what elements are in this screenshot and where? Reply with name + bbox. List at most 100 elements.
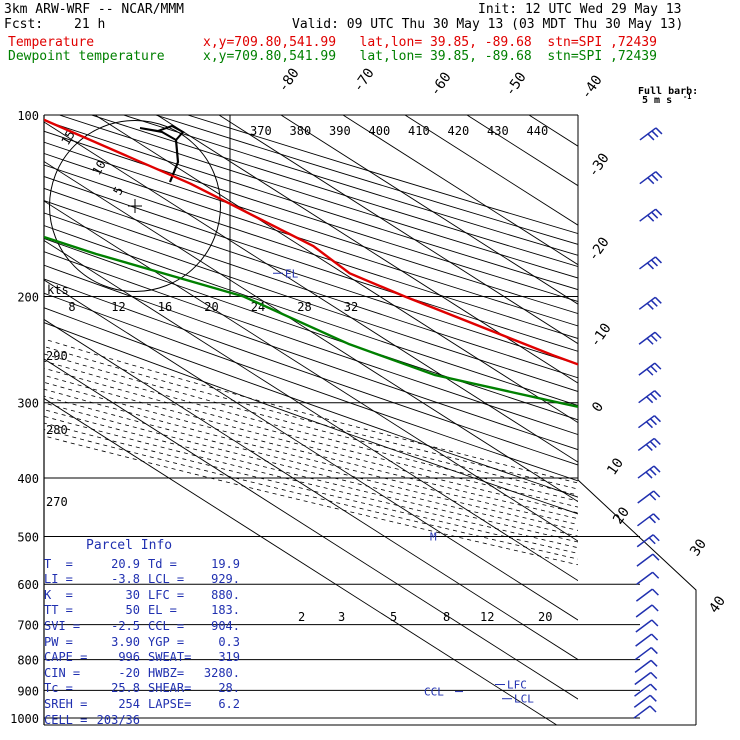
wind-barb-staff [633,705,651,719]
parcel-cell: -2.5 [111,618,140,633]
isotherm-line [44,239,578,582]
isotherm-line [156,115,578,384]
parcel-cell: SVI = [44,618,81,633]
wind-barb-feather [650,365,658,373]
dry-adiabat [44,322,578,515]
parcel-row: CAPE = 996 SWEAT= 319 [44,650,240,666]
parcel-cell: PW = [44,634,73,649]
wind-barb-feather [651,174,659,182]
wind-barb-feather [649,694,657,702]
isotherm-line [44,121,578,463]
wind-barb-feather [650,299,658,307]
barb-legend-line1: Full barb: [638,86,698,97]
parcel-cell: 19.9 [211,556,240,571]
pressure-label: 100 [17,109,39,123]
wind-barb [638,331,662,345]
wind-barb-feather [651,604,659,612]
parcel-row: SVI = -2.5 CCL = 904. [44,619,240,635]
forecast-hour: 21 h [74,17,106,32]
dry-adiabat [44,264,578,451]
parcel-cell: K = [44,587,73,602]
wind-barb-staff [636,553,654,567]
parcel-cell: 904. [211,618,240,633]
isotherm-line [404,115,578,226]
wind-barb-feather [651,619,659,627]
parcel-cell: SWEAT= [148,650,192,665]
wind-barb-staff [634,646,652,661]
wind-barb [634,671,658,686]
wind-barb-feather [653,437,661,445]
series-dewpoint-temperature [44,235,578,409]
wind-barb-feather [655,171,663,179]
parcel-cell: CAPE = [44,650,88,665]
wind-barb-staff [635,619,653,633]
wind-barb [637,490,661,504]
isotherm-line [591,115,740,731]
wind-barb-feather [647,133,655,141]
hodograph-speed-label: 28 [297,300,311,314]
wind-barb [635,633,659,647]
hodograph-speed-label: 20 [204,300,218,314]
isotherm-label: -60 [427,69,455,99]
wind-barb-feather [654,296,662,304]
pressure-label: 300 [17,397,39,411]
level-label-el: EL [285,267,299,280]
wind-barb [635,604,659,618]
wind-barb-staff [636,534,654,548]
wind-barb-feather [651,211,659,219]
isotherm-line [528,115,578,147]
wind-barb-feather [649,418,657,426]
wind-barb-feather [646,337,654,345]
parcel-row: SREH = 254 LAPSE= 6.2 [44,697,240,713]
theta-label: 290 [46,349,68,363]
mixing-ratio-label: 12 [480,610,494,624]
wind-barb-feather [653,415,661,423]
wind-barb-feather [651,588,659,596]
dry-adiabat [44,278,578,466]
isotherm-label: 30 [687,536,710,559]
wind-barb-feather [652,571,660,579]
parcel-cell [140,713,198,729]
isotherm-label: -10 [587,320,615,350]
wind-barb-feather [645,471,653,479]
hodograph-speed-label: 16 [158,300,172,314]
wind-barb-staff [635,633,653,647]
hodograph-ring [0,35,306,377]
mixing-ratio-label: 5 [390,610,397,624]
isotherm-line [715,115,740,731]
wind-barb-staff [637,490,655,504]
wind-barb [639,256,662,270]
parcel-cell: 319 [218,650,240,665]
wind-barb-feather [655,127,663,135]
wind-barb-feather [654,362,662,370]
isotherm-line [44,200,578,542]
parcel-cell: Td = [148,556,177,571]
wind-barb-staff [636,571,654,585]
parcel-row: PW = 3.90 YGP = 0.3 [44,635,240,651]
wind-barb [635,588,659,602]
pressure-label: 900 [17,684,39,698]
mixing-ratio-label: 8 [443,610,450,624]
wind-barb-feather [646,262,654,270]
parcel-cell: 880. [211,587,240,602]
wind-barb [634,659,658,673]
wind-barb-feather [649,705,657,713]
wind-barb [638,390,662,404]
parcel-cell: 20.9 [111,556,140,571]
wind-barb-staff [637,513,654,527]
hodograph-speed-label: 8 [68,300,75,314]
hodograph-ring-label: 5 [110,184,126,197]
wind-barb-feather [650,683,658,691]
wind-barb-feather [654,331,662,339]
wind-barb [634,683,658,697]
parcel-cell: 28. [218,681,240,696]
wind-barb-feather [651,130,659,138]
wind-barb-feather [646,396,654,404]
dry-adiabat [44,292,578,482]
wind-barb-feather [646,302,654,310]
theta-label: 270 [46,495,68,509]
wind-barb-feather [650,334,658,342]
level-label-ccl: CCL [424,686,444,699]
wind-barb [636,534,660,548]
